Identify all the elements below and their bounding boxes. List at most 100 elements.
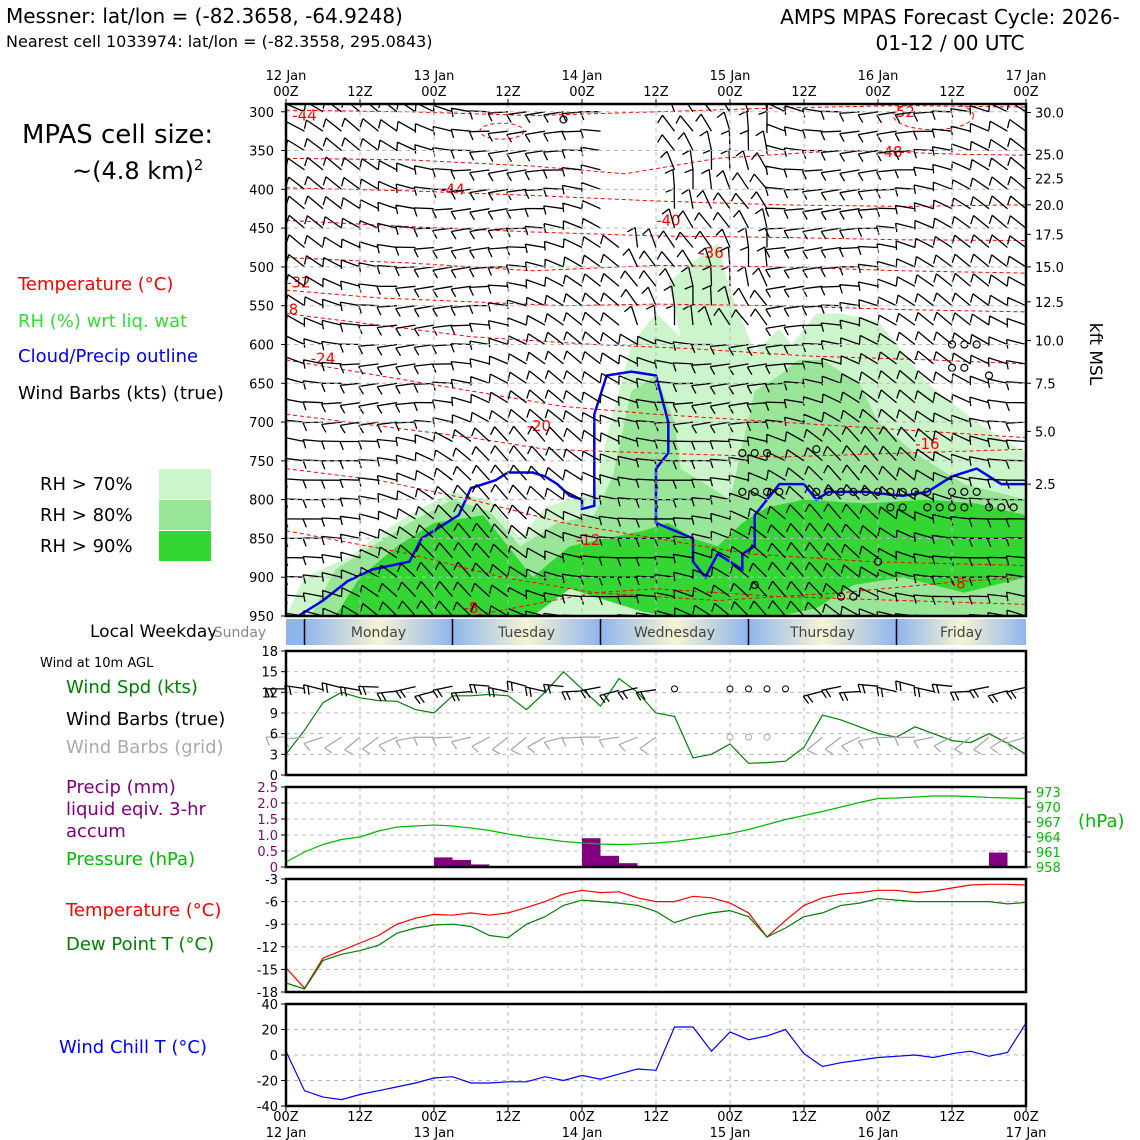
weekday-block <box>286 619 305 645</box>
calm-wind-marker <box>745 685 752 693</box>
top-time-label: 12Z <box>643 85 669 100</box>
kft-tick-label: 7.5 <box>1035 377 1056 392</box>
top-date-label: 15 Jan <box>710 69 751 84</box>
pressure-tick-label: 967 <box>1036 816 1061 831</box>
precip-panel-tick-label: 2.5 <box>257 781 278 796</box>
top-date-label: 17 Jan <box>1006 69 1047 84</box>
calm-wind-marker <box>762 448 772 458</box>
temperature-contour <box>286 313 1026 365</box>
pressure-tick-label: 350 <box>249 145 274 160</box>
top-time-label: 00Z <box>1013 85 1039 100</box>
kft-tick-label: 20.0 <box>1035 199 1064 214</box>
wind-panel-tick-label: 3 <box>270 748 278 763</box>
temperature-contour-label: -8 <box>464 599 479 617</box>
bottom-time-label: 12Z <box>495 1110 521 1125</box>
kft-tick-label: 25.0 <box>1035 148 1064 163</box>
pressure-line <box>285 795 1027 863</box>
legend-pressure: Pressure (hPa) <box>66 849 196 870</box>
bottom-time-label: 00Z <box>421 1110 447 1125</box>
precip-bar <box>989 852 1008 867</box>
legend-precip: Precip (mm) liquid eqiv. 3-hr accum <box>66 777 206 842</box>
top-time-label: 00Z <box>717 85 743 100</box>
legend-rh80-swatch <box>159 500 211 530</box>
calm-wind-marker <box>738 487 747 496</box>
pressure-tick-label: 964 <box>1036 831 1061 846</box>
wind-panel-tick-label: 15 <box>261 666 278 681</box>
precip-bar <box>582 838 601 867</box>
pressure-tick-label: 850 <box>249 532 274 547</box>
calm-wind-marker <box>1009 503 1018 512</box>
bottom-time-label: 00Z <box>273 1110 299 1125</box>
top-time-label: 00Z <box>569 85 595 100</box>
kft-tick-label: 15.0 <box>1035 261 1064 276</box>
calm-wind-marker <box>861 487 870 496</box>
weekday-block <box>452 619 601 645</box>
precip-bar <box>434 857 453 867</box>
calm-wind-marker <box>886 503 895 512</box>
pressure-tick-label: 900 <box>249 571 274 586</box>
bottom-date-label: 16 Jan <box>858 1126 899 1140</box>
precip-panel-tick-label: 0 <box>270 861 278 876</box>
calm-wind-marker <box>947 503 957 512</box>
kft-axis-label: kft MSL <box>1085 323 1105 386</box>
temperature-contour <box>286 105 1026 117</box>
calm-wind-marker <box>849 487 858 496</box>
temperature-contour <box>286 149 1026 175</box>
temperature-contour <box>470 588 1026 616</box>
temperature-contour-label: -44 <box>292 107 317 125</box>
precip-panel-tick-label: 1.5 <box>257 813 278 828</box>
cell-size-value: ~(4.8 km)2 <box>72 156 203 185</box>
bottom-time-label: 00Z <box>1013 1110 1039 1125</box>
wind-panel-tick-label: 0 <box>270 769 278 784</box>
kft-tick-label: 30.0 <box>1035 107 1064 122</box>
calm-wind-marker <box>812 487 821 496</box>
bottom-date-label: 13 Jan <box>414 1126 455 1140</box>
cell-size-label: MPAS cell size: <box>22 120 214 150</box>
legend-rh: RH (%) wrt liq. wat <box>18 311 188 332</box>
title-forecast-cycle: AMPS MPAS Forecast Cycle: 2026-01-12 / 0… <box>780 5 1120 55</box>
windchill-panel-tick-label: -40 <box>257 1100 278 1115</box>
top-date-label: 12 Jan <box>266 69 307 84</box>
wind-panel-tick-label: 18 <box>261 645 278 660</box>
bottom-time-label: 00Z <box>569 1110 595 1125</box>
temperature-contour-label: -24 <box>311 349 336 367</box>
wind-panel-tick-label: 12 <box>261 686 278 701</box>
top-time-label: 12Z <box>495 85 521 100</box>
temperature-contour <box>286 289 1026 313</box>
pressure-tick-label: 970 <box>1036 801 1061 816</box>
pressure-tick-label: 300 <box>249 106 274 121</box>
temperature-contour <box>286 413 1026 458</box>
pressure-tick-label: 600 <box>249 338 274 353</box>
calm-wind-marker <box>671 685 678 693</box>
calm-wind-marker-grid <box>745 733 752 741</box>
cell-size-exponent: 2 <box>193 156 204 174</box>
calm-wind-marker <box>984 503 994 512</box>
pressure-tick-label: 973 <box>1036 786 1061 801</box>
bottom-date-label: 12 Jan <box>266 1126 307 1140</box>
calm-wind-marker <box>812 445 821 454</box>
calm-wind-marker <box>935 503 944 512</box>
legend-wind-barbs: Wind Barbs (kts) (true) <box>18 383 224 404</box>
legend-rh80-label: RH > 80% <box>40 505 133 526</box>
top-time-label: 00Z <box>273 85 299 100</box>
bottom-date-label: 17 Jan <box>1006 1126 1047 1140</box>
temp-panel-tick-label: -12 <box>257 941 278 956</box>
calm-wind-marker <box>849 592 858 601</box>
wind-panel-tick-label: 9 <box>270 707 278 722</box>
temperature-contour-label: -12 <box>576 531 601 549</box>
top-time-label: 12Z <box>939 85 965 100</box>
pressure-tick-label: 961 <box>1036 846 1061 861</box>
bottom-time-label: 12Z <box>643 1110 669 1125</box>
calm-wind-marker <box>960 487 969 496</box>
legend-cloud-outline: Cloud/Precip outline <box>18 346 199 367</box>
pressure-tick-label: 700 <box>249 416 274 431</box>
temperature-contour-label: -48 <box>878 143 903 161</box>
legend-wind-barbs-true: Wind Barbs (true) <box>66 709 226 730</box>
precip-panel-tick-label: 0.5 <box>257 845 278 860</box>
wind-barbs-true <box>265 680 1027 705</box>
calm-wind-marker <box>984 371 994 380</box>
temp-panel-tick-label: -18 <box>257 986 278 1001</box>
pressure-tick-label: 400 <box>249 183 274 198</box>
calm-wind-marker <box>923 503 932 512</box>
